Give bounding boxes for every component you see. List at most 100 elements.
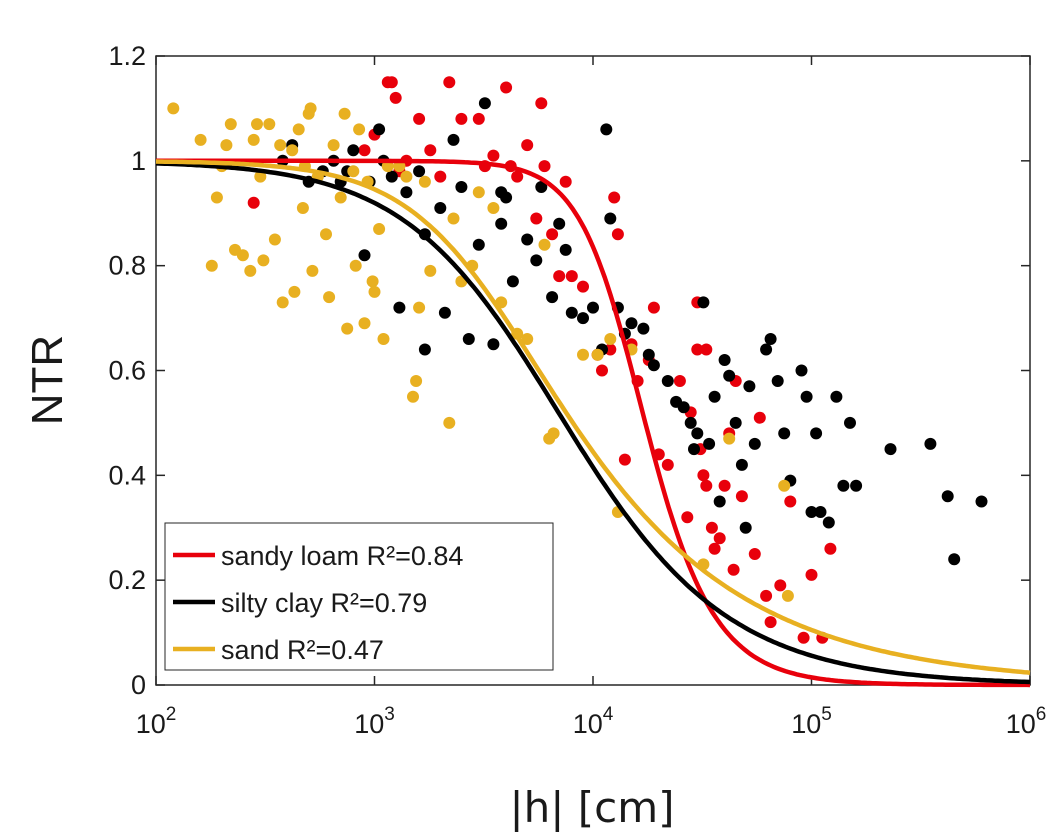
data-point bbox=[194, 133, 207, 146]
y-axis-label: NTR bbox=[23, 335, 72, 425]
data-point bbox=[304, 102, 317, 115]
fit-curve-2 bbox=[155, 159, 1031, 675]
data-point bbox=[771, 375, 784, 387]
data-point bbox=[661, 375, 674, 387]
data-points bbox=[167, 76, 988, 644]
data-point bbox=[251, 118, 263, 131]
legend: sandy loam R²=0.84 silty clay R²=0.79 sand… bbox=[164, 522, 554, 671]
data-point bbox=[748, 437, 761, 450]
data-point bbox=[413, 301, 426, 314]
data-point bbox=[224, 118, 237, 131]
x-tick-label: 102 bbox=[136, 704, 177, 739]
data-point bbox=[286, 144, 299, 157]
data-point bbox=[400, 186, 413, 199]
x-tick-label: 106 bbox=[1006, 704, 1047, 739]
data-point bbox=[810, 427, 823, 440]
data-point bbox=[735, 490, 748, 503]
data-point bbox=[604, 343, 617, 356]
data-point bbox=[778, 479, 791, 492]
y-tick-label: 1.2 bbox=[108, 41, 146, 71]
data-point bbox=[521, 233, 534, 246]
data-point bbox=[535, 181, 548, 193]
data-point bbox=[385, 76, 398, 89]
data-point bbox=[743, 380, 756, 393]
data-point bbox=[373, 223, 386, 235]
data-point bbox=[795, 364, 808, 377]
data-point bbox=[438, 306, 451, 319]
data-point bbox=[805, 506, 818, 518]
data-point bbox=[577, 312, 589, 325]
data-point bbox=[447, 212, 460, 225]
data-point bbox=[604, 333, 617, 345]
data-point bbox=[713, 532, 726, 545]
data-point bbox=[462, 333, 475, 345]
data-point bbox=[500, 81, 513, 94]
data-point bbox=[495, 217, 508, 230]
data-point bbox=[296, 202, 309, 214]
data-point bbox=[424, 144, 437, 157]
data-point bbox=[729, 416, 742, 429]
data-point bbox=[553, 270, 566, 283]
data-point bbox=[781, 589, 794, 602]
data-point bbox=[455, 181, 468, 193]
data-point bbox=[723, 369, 736, 382]
y-tick-label: 0.4 bbox=[108, 460, 146, 490]
data-point bbox=[511, 170, 524, 183]
legend-box bbox=[164, 522, 554, 671]
data-point bbox=[600, 123, 613, 136]
data-point bbox=[830, 390, 843, 403]
data-point bbox=[591, 348, 604, 361]
x-tick-label: 104 bbox=[573, 704, 614, 739]
data-point bbox=[377, 333, 390, 345]
data-point bbox=[784, 495, 797, 508]
legend-label: sand R²=0.47 bbox=[221, 635, 384, 665]
data-point bbox=[604, 212, 617, 225]
data-point bbox=[577, 280, 589, 293]
y-tick-label: 0.8 bbox=[108, 251, 146, 281]
data-point bbox=[850, 479, 863, 492]
data-point bbox=[565, 270, 578, 283]
legend-label: silty clay R²=0.79 bbox=[221, 588, 427, 618]
data-point bbox=[661, 458, 674, 471]
data-point bbox=[684, 416, 697, 429]
data-point bbox=[447, 133, 460, 146]
data-point bbox=[577, 348, 589, 361]
data-point bbox=[673, 375, 686, 387]
data-point bbox=[764, 616, 777, 629]
data-point bbox=[410, 375, 423, 387]
data-point bbox=[727, 563, 740, 576]
data-point bbox=[472, 238, 485, 251]
data-point bbox=[263, 118, 276, 131]
data-point bbox=[268, 233, 281, 246]
data-point bbox=[538, 160, 551, 173]
data-point bbox=[368, 285, 381, 298]
data-point bbox=[718, 479, 731, 492]
data-point bbox=[418, 175, 431, 188]
data-point bbox=[306, 264, 319, 277]
data-point bbox=[948, 553, 961, 566]
data-point bbox=[546, 228, 559, 241]
data-point bbox=[642, 348, 655, 361]
data-point bbox=[700, 343, 713, 356]
data-point bbox=[837, 479, 850, 492]
data-point bbox=[244, 264, 257, 277]
data-point bbox=[334, 191, 347, 204]
data-point bbox=[774, 579, 787, 592]
data-point bbox=[691, 427, 704, 440]
data-point bbox=[760, 343, 773, 356]
data-point bbox=[618, 453, 631, 466]
data-point bbox=[681, 511, 694, 524]
data-point bbox=[274, 139, 287, 152]
data-point bbox=[358, 249, 371, 262]
data-point bbox=[413, 112, 426, 125]
data-point bbox=[530, 212, 543, 225]
data-point bbox=[347, 165, 360, 178]
x-tick-label: 105 bbox=[791, 704, 832, 739]
data-point bbox=[434, 202, 447, 214]
data-point bbox=[697, 296, 710, 309]
data-point bbox=[677, 401, 690, 414]
data-point bbox=[487, 338, 500, 351]
data-point bbox=[708, 390, 721, 403]
data-point bbox=[608, 191, 621, 204]
